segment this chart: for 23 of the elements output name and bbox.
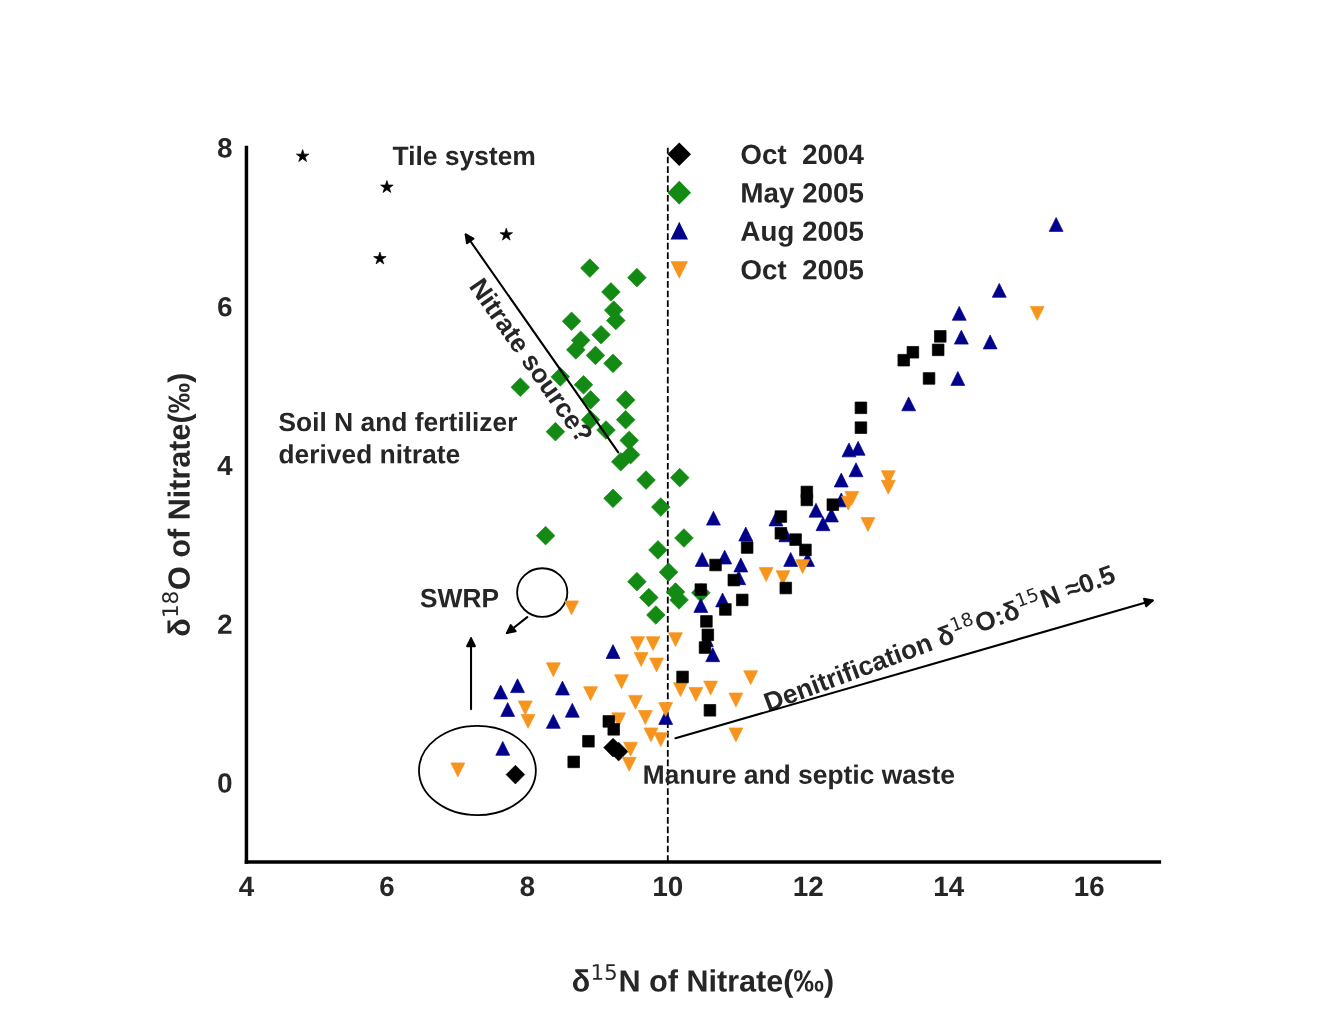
y-tick-label: 6 [218, 296, 232, 317]
annotation: Manure and septic waste [644, 764, 955, 790]
y-axis-title: δ$^{18}$O of Nitrate(‰) [162, 374, 196, 636]
x-tick-label: 16 [1075, 876, 1104, 897]
x-tick-label: 14 [935, 876, 964, 896]
y-tick-label: 2 [218, 614, 232, 634]
x-tick-label: 6 [380, 876, 394, 897]
y-tick-label: 4 [217, 455, 233, 476]
legend-label: Oct 2004 [741, 144, 864, 165]
annotation: Soil N and fertilizer derived nitrate [279, 411, 518, 464]
y-tick-label: 8 [218, 138, 232, 158]
x-tick-label: 4 [239, 876, 255, 896]
y-tick-label: 0 [218, 773, 232, 793]
x-tick-label: 12 [794, 876, 823, 896]
x-tick-label: 10 [654, 876, 683, 897]
annotation: Denitrification δ$^{18}$O:δ$^{15}$N ≈0.5 [761, 559, 1117, 712]
x-tick-label: 8 [520, 876, 535, 897]
annotation: Tile system [392, 145, 535, 171]
legend-label: Oct 2005 [741, 259, 864, 280]
annotation: SWRP [420, 588, 499, 608]
legend-label: May 2005 [742, 182, 864, 209]
legend-label: Aug 2005 [741, 221, 864, 247]
x-axis-title: δ$^{15}$N of Nitrate(‰) [572, 964, 833, 998]
